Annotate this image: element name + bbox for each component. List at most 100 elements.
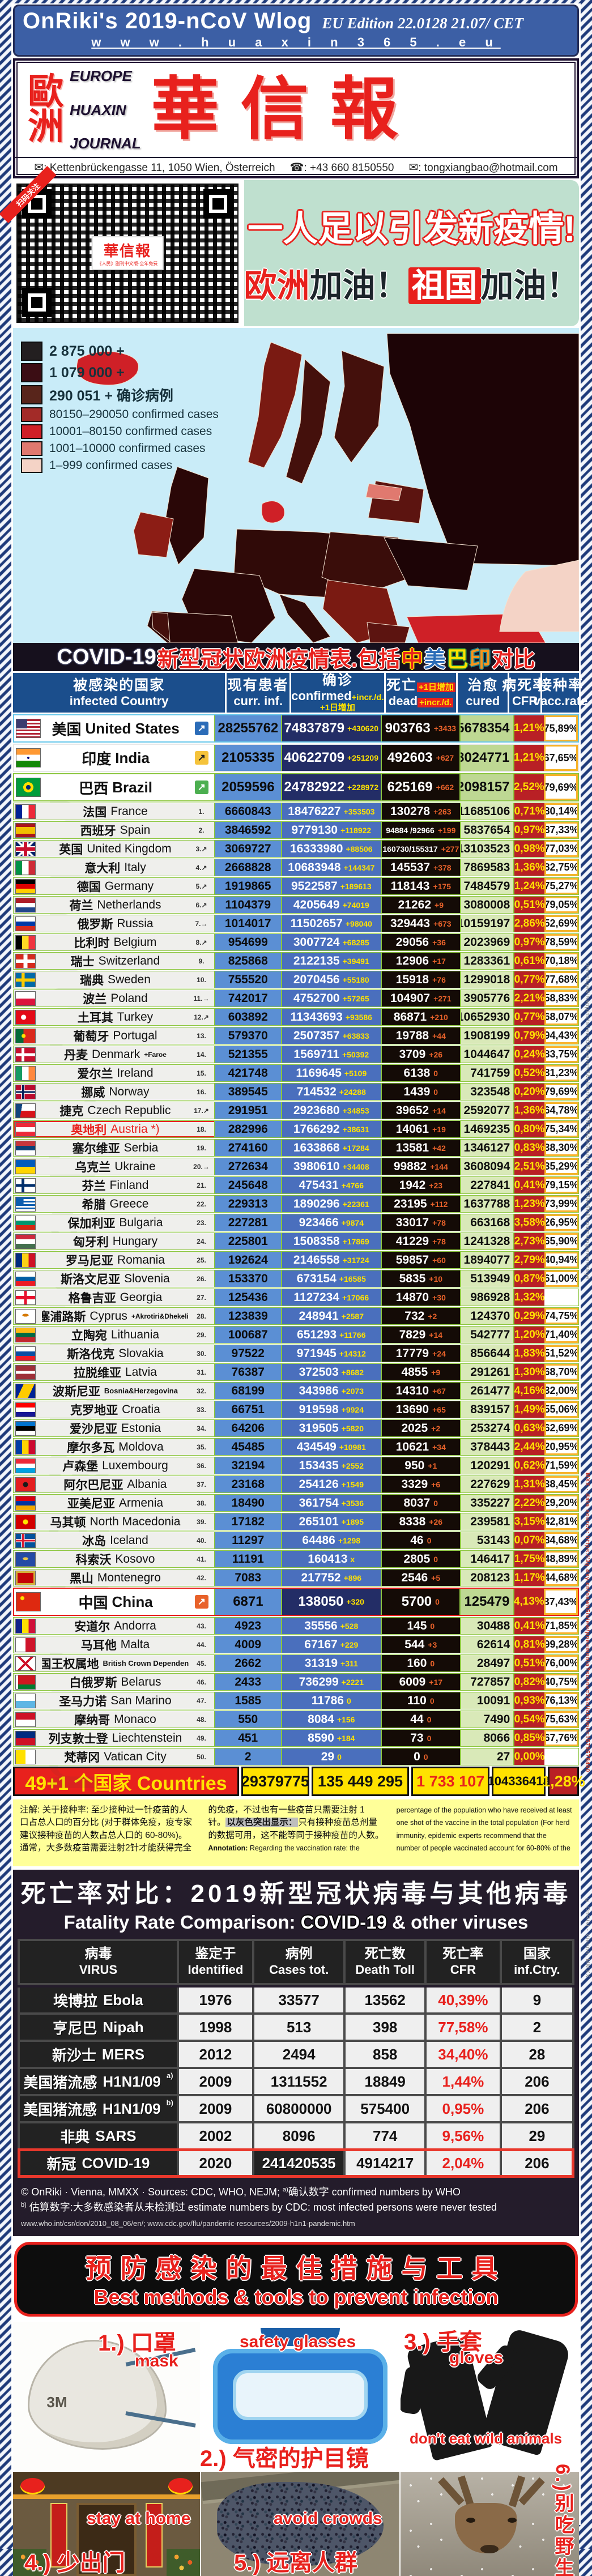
table-row: 罗马尼亚 Romania 25. 192624 2146558 +31724 59857 +6…	[13, 1251, 579, 1269]
confirmed-value: 9522587	[291, 879, 338, 893]
country-name-en: Malta	[120, 1637, 150, 1651]
virus-deaths-cell: 575400	[346, 2096, 424, 2121]
cfr-cell: 0,80%	[513, 1121, 545, 1137]
dead-cell: 41229 +78	[381, 1233, 460, 1249]
confirmed-value: 160413	[308, 1552, 348, 1566]
confirmed-value: 138050	[298, 1594, 344, 1609]
cured-cell: 62614	[459, 1636, 514, 1653]
dead-increase: +144	[430, 1162, 448, 1171]
cured-cell: 125479	[459, 1589, 513, 1615]
dead-cell: 625169 +662	[380, 774, 460, 800]
dead-cell: 13690 +65	[381, 1401, 460, 1418]
confirmed-value: 673154	[296, 1272, 337, 1285]
flag-cell	[14, 1513, 42, 1530]
rank-number: 14.	[197, 1050, 206, 1059]
annotation-en: Regarding the vaccination rate: the perc…	[249, 1806, 572, 1853]
rank-cell: 29.	[189, 1327, 214, 1343]
prevention-title-zh: 预防感染的最佳措施与工具	[85, 2254, 507, 2283]
flag-cell	[14, 1345, 42, 1362]
dead-increase: +673	[433, 919, 452, 928]
cured-cell: 1283361	[459, 953, 514, 969]
cfr-cell: 0,85%	[513, 1730, 545, 1746]
dead-increase: +17	[429, 1677, 443, 1687]
contact-email[interactable]: tongxiangbao@hotmail.com	[424, 161, 558, 174]
legend-item: 2 875 000 +	[21, 342, 219, 361]
table-row: 爱沙尼亚 Estonia 34. 64206 319505 +5820 2025 +2 2532…	[13, 1419, 579, 1437]
dead-increase: 0	[430, 1621, 435, 1631]
vaccination-rate-cell: 70,18%	[544, 953, 578, 969]
rank-cell: 40.	[189, 1532, 214, 1549]
country-name-cell: 美国 United States	[42, 715, 189, 741]
country-name-zh: 比利时	[74, 936, 110, 950]
cfr-cell: 0,41%	[513, 1618, 545, 1634]
confirmed-value: 16333980	[290, 842, 343, 855]
confirmed-value: 18476227	[288, 804, 341, 818]
confirmed-increase: +896	[343, 1573, 362, 1583]
cfr-cell: 0,20%	[513, 1084, 545, 1100]
rank-number: 2.	[198, 826, 205, 834]
site-url[interactable]: w w w . h u a x i n 3 6 5 . e u	[91, 35, 501, 49]
rank-cell: 34.	[189, 1420, 214, 1436]
page: OnRiki's 2019-nCoV Wlog EU Edition 22.01…	[0, 3, 587, 2576]
cured-cell: 10652930	[459, 1009, 514, 1025]
cured-cell: 146417	[459, 1551, 514, 1567]
cfr-cell: 0,82%	[513, 1674, 545, 1690]
dead-value: 104907	[390, 991, 431, 1005]
legend-item: 1–999 confirmed cases	[21, 458, 219, 473]
virus-cases-cell: 1311552	[254, 2069, 344, 2094]
dead-increase: +662	[436, 783, 454, 792]
contact-strip: ✉: Kettenbrückengasse 11, 1050 Wien, Öst…	[15, 157, 577, 176]
confirmed-cell: 1890296 +22361	[282, 1196, 381, 1212]
confirmed-cell: 11786 0	[282, 1692, 381, 1709]
mask-brand-label: 3M	[46, 2393, 67, 2411]
dead-cell: 44 0	[381, 1711, 460, 1728]
current-infections-cell: 4923	[214, 1618, 282, 1634]
dead-cell: 130278 +263	[381, 803, 460, 820]
flag-br-icon	[16, 778, 41, 797]
rank-number: 39.	[197, 1517, 206, 1526]
vaccination-rate-cell: 83,75%	[544, 1046, 578, 1063]
cfr-cell: 0,51%	[513, 1655, 545, 1671]
confirmed-value: 254126	[299, 1477, 339, 1491]
confirmed-value: 372503	[299, 1365, 339, 1379]
country-name-zh: 德国	[76, 880, 101, 894]
virus-name-en: H1N1/09	[103, 2100, 161, 2117]
rank-number: 19.	[197, 1144, 206, 1152]
source-urls[interactable]: www.who.int/csr/don/2010_08_06/en/; www.…	[21, 2219, 355, 2228]
current-infections-cell: 954699	[214, 934, 282, 950]
dead-cell: 118143 +175	[381, 878, 460, 894]
flag-sm-icon	[15, 1693, 36, 1708]
country-name-cell: 马耳他 Malta	[42, 1636, 189, 1653]
contact-phone[interactable]: +43 660 8150550	[310, 161, 394, 174]
legend-label: 2 875 000 +	[49, 343, 125, 359]
dead-increase: +9	[435, 900, 444, 910]
confirmed-value: 1508358	[293, 1234, 340, 1248]
cfr-cell: 2,22%	[513, 1495, 545, 1511]
country-name-en: Sweden	[108, 973, 151, 986]
dead-increase: 0	[435, 1597, 440, 1606]
cured-cell: 13103523	[459, 841, 514, 857]
dead-increase: 0	[433, 1498, 438, 1508]
virus-header-en: Cases tot.	[269, 1963, 329, 1977]
virus-row: 美国猪流感 H1N1/09 a) 2009 1311552 18849 1,44% 206	[20, 2069, 572, 2094]
rank-number: 50.	[197, 1752, 206, 1761]
dead-cell: 6138 0	[381, 1065, 460, 1081]
virus-header-en: inf.Ctry.	[514, 1963, 560, 1977]
cfr-cell: 0,93%	[513, 1692, 545, 1709]
table-row: 拉脱维亚 Latvia 31. 76387 372503 +8682 4855 +9 29126…	[13, 1363, 579, 1381]
confirmed-cell: 10683948 +144347	[282, 859, 381, 876]
dead-increase: +9	[431, 1367, 441, 1377]
flag-lu-icon	[15, 1458, 36, 1473]
total-label: 49+1 个国家 Countries	[13, 1767, 239, 1796]
country-name-zh: 摩尔多瓦	[67, 1441, 115, 1455]
table-row: 英国王权属地British Crown Dependencies45.26623…	[13, 1654, 579, 1672]
headline-alert: 一人足以引发新疫情!	[248, 210, 576, 249]
dead-value: 145537	[390, 860, 431, 874]
dead-increase: +1	[428, 1461, 437, 1470]
rank-cell: 8.↗	[189, 934, 214, 950]
virus-header-cell: 死亡率 CFR	[426, 1941, 500, 1983]
vaccination-rate-cell: 75,27%	[544, 878, 578, 894]
current-infections-cell: 64206	[214, 1420, 282, 1436]
table-row: 芬兰 Finland 21. 245648 475431 +4766 1942 +23 2278…	[13, 1176, 579, 1194]
country-name-zh: 斯洛伐克	[67, 1347, 115, 1361]
